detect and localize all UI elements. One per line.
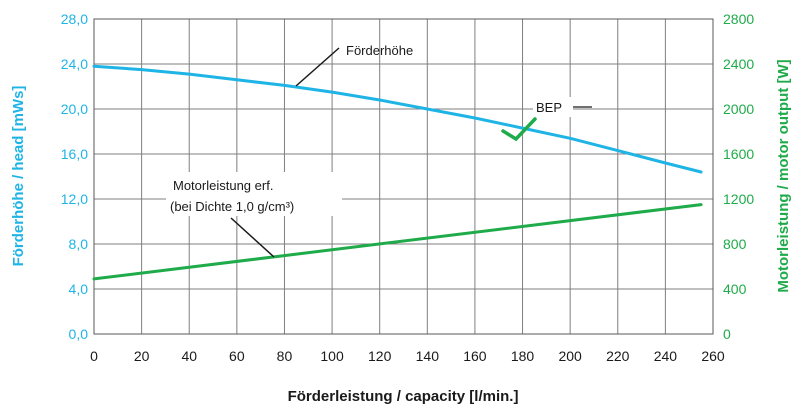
x-tick-label: 20 [134,348,150,364]
head-series-label: Förderhöhe [346,43,413,58]
right-y-tick-label: 2800 [723,11,754,27]
left-y-tick-label: 24,0 [61,56,88,72]
x-axis-title: Förderleistung / capacity [l/min.] [288,388,519,405]
right-y-tick-label: 800 [723,236,747,252]
left-y-axis-title: Förderhöhe / head [mWs] [10,86,27,267]
right-y-tick-label: 400 [723,281,747,297]
x-tick-label: 200 [558,348,582,364]
right-y-tick-label: 2400 [723,56,754,72]
right-y-tick-label: 2000 [723,101,754,117]
x-tick-label: 180 [511,348,535,364]
x-tick-label: 220 [606,348,630,364]
bep-label-background [533,97,573,117]
left-y-tick-labels: 0,0 4,0 8,0 12,0 16,0 20,0 24,0 28,0 [61,11,88,342]
x-tick-label: 100 [320,348,344,364]
head-label-leader [295,47,340,87]
plot-frame [93,18,714,335]
left-y-tick-label: 0,0 [69,326,89,342]
right-y-tick-labels: 0 400 800 1200 1600 2000 2400 2800 [723,11,754,342]
head-curve [92,64,703,174]
right-y-tick-label: 1200 [723,191,754,207]
bep-label: BEP [536,100,562,115]
left-y-tick-label: 8,0 [69,236,89,252]
x-tick-label: 0 [90,348,98,364]
left-y-tick-label: 12,0 [61,191,88,207]
power-series-density-note: (bei Dichte 1,0 g/cm³) [170,199,294,214]
right-y-tick-label: 0 [723,326,731,342]
right-y-axis-title: Motorleistung / motor output [W] [775,59,792,292]
x-tick-label: 240 [654,348,678,364]
series-lines [92,64,703,281]
x-tick-label: 160 [463,348,487,364]
power-curve [92,203,703,281]
x-tick-label: 40 [181,348,197,364]
x-tick-labels: 0 20 40 60 80 100 120 140 160 180 200 220 240 260 [90,348,725,364]
x-tick-label: 80 [277,348,293,364]
power-series-label: Motorleistung erf. [173,178,273,193]
x-tick-label: 140 [416,348,440,364]
plot-border [93,18,714,335]
power-label-background [166,172,342,216]
left-y-tick-label: 4,0 [69,281,89,297]
left-y-tick-label: 28,0 [61,11,88,27]
x-tick-label: 120 [368,348,392,364]
annotations: Förderhöhe Motorleistung erf. (bei Dicht… [166,43,592,258]
power-label-leader [230,217,275,258]
bep-check-mark [501,117,537,142]
left-y-tick-label: 16,0 [61,146,88,162]
left-y-tick-label: 20,0 [61,101,88,117]
x-tick-label: 60 [229,348,245,364]
right-y-tick-label: 1600 [723,146,754,162]
x-tick-label: 260 [701,348,725,364]
